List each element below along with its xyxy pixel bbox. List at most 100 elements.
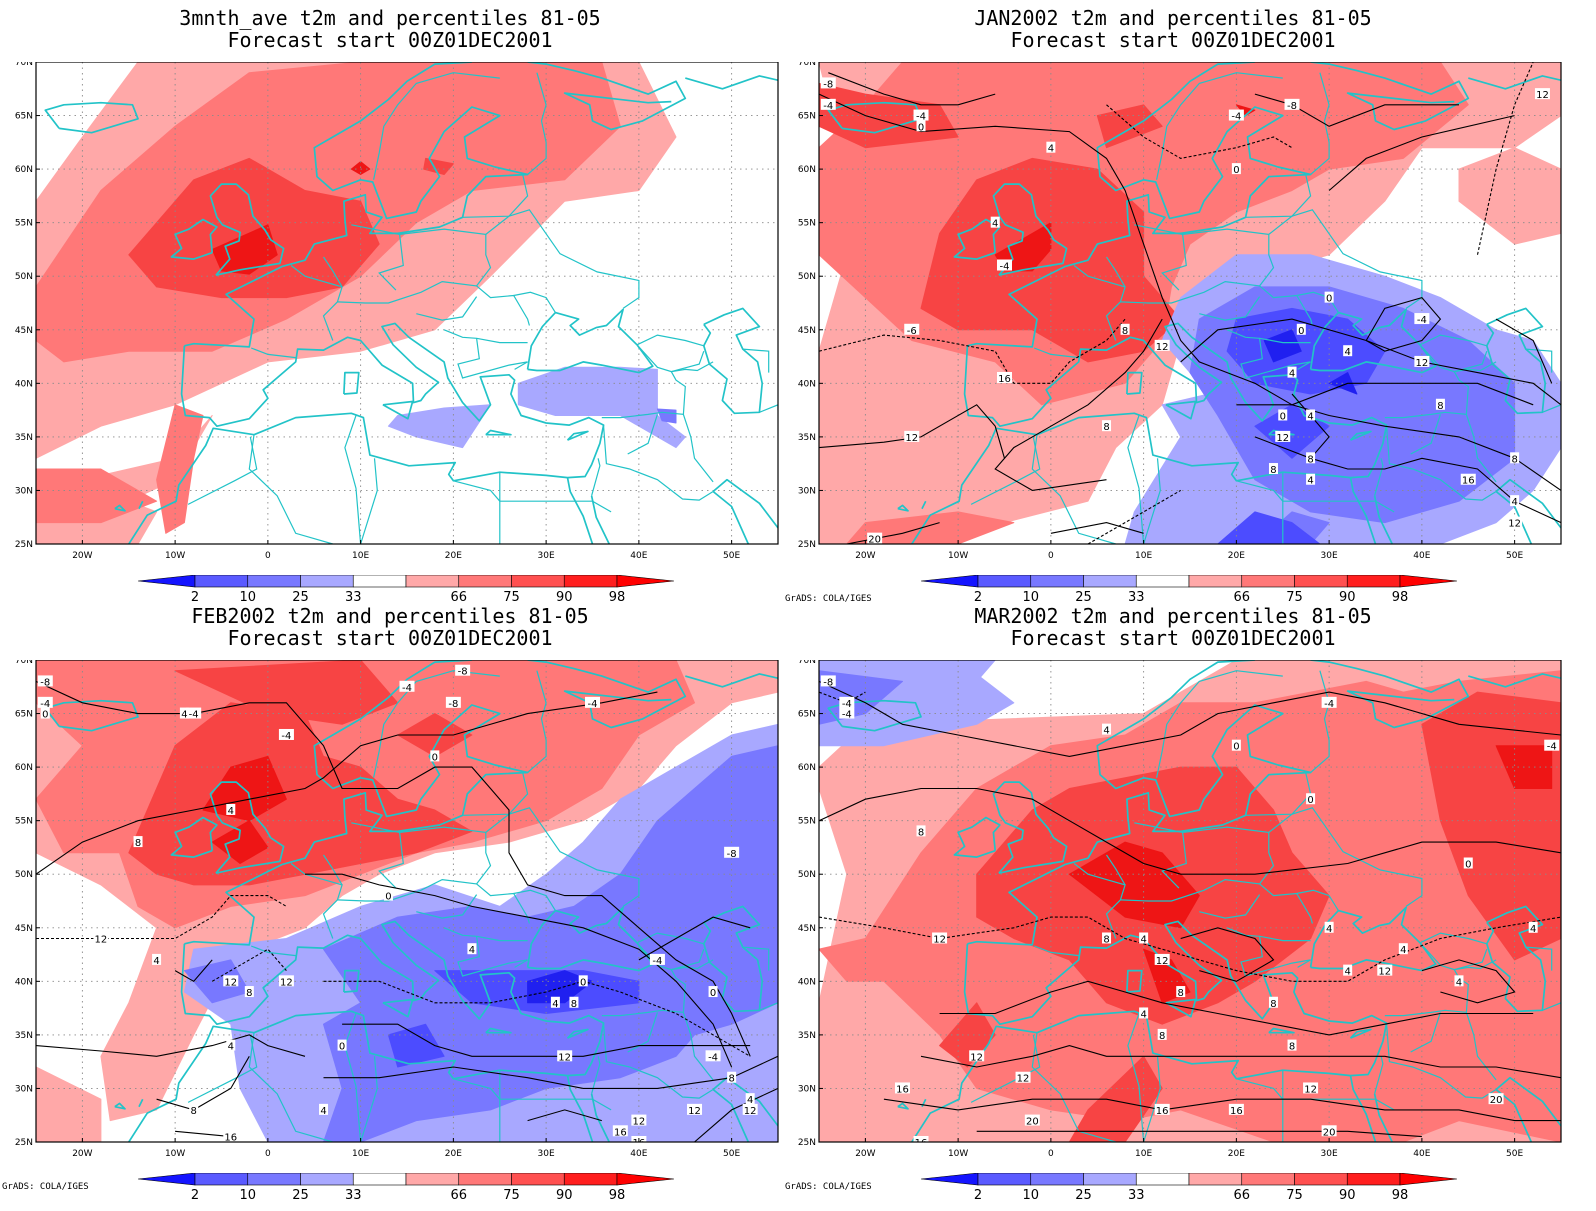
lon-tick-label: 50E	[1506, 551, 1523, 561]
contour-label: -6	[907, 326, 917, 337]
temperature-contours	[819, 62, 1561, 544]
percentile-shading	[819, 660, 1561, 1142]
contour-label: 0	[1307, 795, 1313, 806]
contour-label: 4	[1344, 347, 1350, 358]
panel-feb2002: FEB2002 t2m and percentiles 81-05 Foreca…	[0, 598, 780, 1203]
lat-tick-label: 65N	[798, 112, 816, 122]
shade-blue1	[387, 404, 491, 449]
contour-label: -4	[652, 956, 662, 967]
contour-label: 12	[1536, 90, 1549, 101]
contour-label: 4	[1511, 497, 1517, 508]
contour-label: 12	[224, 977, 237, 988]
colorbar-segment	[1294, 574, 1348, 588]
lon-tick-label: 20W	[855, 1149, 875, 1159]
lat-tick-label: 25N	[15, 1138, 33, 1148]
contour-label: 12	[1156, 956, 1169, 967]
lon-tick-label: 10W	[165, 551, 185, 561]
map-border	[818, 62, 1562, 545]
colorbar-segment	[1188, 574, 1243, 588]
colorbar-segment	[137, 574, 196, 588]
colorbar-segment	[1188, 1172, 1243, 1186]
contour-label: 12	[1017, 1074, 1030, 1085]
lon-tick-label: 0	[1048, 1149, 1054, 1159]
lat-tick-label: 40N	[798, 379, 816, 389]
colorbar-svg: 2 10 25 33 66 75 90 98	[920, 574, 1458, 605]
colorbar-segment	[920, 574, 979, 588]
lon-tick-label: 50E	[723, 1149, 740, 1159]
contour-label: -4	[842, 710, 852, 721]
gridlines	[819, 660, 1561, 1142]
contour-label: -8	[727, 849, 737, 860]
contour-label: 0	[1233, 742, 1239, 753]
panel-3mnth-ave: 3mnth_ave t2m and percentiles 81-05 Fore…	[0, 0, 780, 605]
contour-label: 8	[1270, 999, 1276, 1010]
colorbar-svg: 2 10 25 33 66 75 90 98	[137, 574, 675, 605]
contour-label: 4	[181, 710, 187, 721]
map-svg: -8-40-4-81240-404812-4048412-44-60441281…	[798, 62, 1562, 561]
shade-blue3	[387, 1023, 445, 1068]
contour-label: 8	[728, 1074, 734, 1085]
contour-label: -4	[281, 731, 291, 742]
panel-subtitle: Forecast start 00Z01DEC2001	[227, 626, 553, 650]
colorbar-label: 10	[1022, 590, 1039, 605]
grads-credit: GrADS: COLA/IGES	[785, 1182, 872, 1192]
contour-label: 0	[918, 122, 924, 133]
lat-tick-label: 45N	[798, 326, 816, 336]
contour-label: 0	[1326, 294, 1332, 305]
shade-red2	[36, 468, 158, 524]
contour-label: 4	[1456, 977, 1462, 988]
shade-blue3	[1217, 511, 1321, 544]
contour-label: -8	[823, 79, 833, 90]
contour-label: 12	[1416, 358, 1429, 369]
contour-label: 20	[1323, 1127, 1336, 1138]
colorbar-segment	[300, 1172, 354, 1186]
map-frame: -8 -4 0 -4 4 -8 -4 -8 -4 0 -4 4 8 -8 12 0 4 0 -4 4 8 12 12 4 8 12…	[15, 660, 779, 1159]
colorbar-segment	[616, 1172, 675, 1186]
map-frame: -8 -4 0 -4 -8 12 4 0 -4 0 4 8 12 -4 0 4 8 4 12 -4 4 -6 0 4 4 12 8 1…	[798, 62, 1562, 561]
lat-tick-label: 30N	[798, 1084, 816, 1094]
lon-tick-label: 0	[265, 1149, 271, 1159]
contour-label: 4	[153, 956, 159, 967]
lat-tick-label: 55N	[15, 817, 33, 827]
lon-tick-label: 50E	[1506, 1149, 1523, 1159]
gridlines	[36, 660, 778, 1142]
panel-mar2002: MAR2002 t2m and percentiles 81-05 Foreca…	[783, 598, 1563, 1203]
panel-title: MAR2002 t2m and percentiles 81-05	[974, 604, 1372, 628]
colorbar-segment	[352, 574, 407, 588]
contour-label: 4	[1400, 945, 1406, 956]
map-border	[35, 660, 779, 1143]
colorbar: 2 10 25 33 66 75 90 98	[920, 1172, 1458, 1207]
colorbar-segment	[977, 1172, 1032, 1186]
contour-label: 4	[1530, 924, 1536, 935]
percentile-shading	[819, 62, 1561, 544]
colorbar-segment	[247, 574, 301, 588]
lon-tick-label: 20E	[1228, 551, 1245, 561]
lon-tick-label: 10E	[1135, 1149, 1152, 1159]
contour-label: 4	[747, 1095, 753, 1106]
contour-label: 4	[552, 999, 558, 1010]
lat-tick-label: 30N	[15, 1084, 33, 1094]
map-border	[818, 660, 1562, 1143]
contour-label: 4	[1048, 144, 1054, 155]
colorbar-segment	[194, 1172, 249, 1186]
contour-label: 8	[1511, 454, 1517, 465]
lon-tick-label: 30E	[1321, 551, 1338, 561]
shade-red3	[1096, 104, 1163, 149]
lat-tick-label: 30N	[798, 486, 816, 496]
lat-tick-label: 50N	[798, 272, 816, 282]
colorbar-label: 90	[556, 590, 573, 605]
colorbar-label: 33	[1128, 590, 1145, 605]
colorbar-segment	[1399, 1172, 1458, 1186]
lon-tick-label: 30E	[538, 551, 555, 561]
lon-tick-label: 20W	[72, 551, 92, 561]
contour-label: -4	[1324, 699, 1334, 710]
contour-label: 8	[1289, 1042, 1295, 1053]
lat-tick-label: 70N	[15, 660, 33, 666]
lon-tick-label: 10W	[165, 1149, 185, 1159]
panel-subtitle: Forecast start 00Z01DEC2001	[1010, 28, 1336, 52]
contour-label: 0	[42, 710, 48, 721]
shade-red4	[1068, 841, 1200, 929]
contour-label: 4	[1326, 924, 1332, 935]
lat-tick-label: 45N	[15, 326, 33, 336]
